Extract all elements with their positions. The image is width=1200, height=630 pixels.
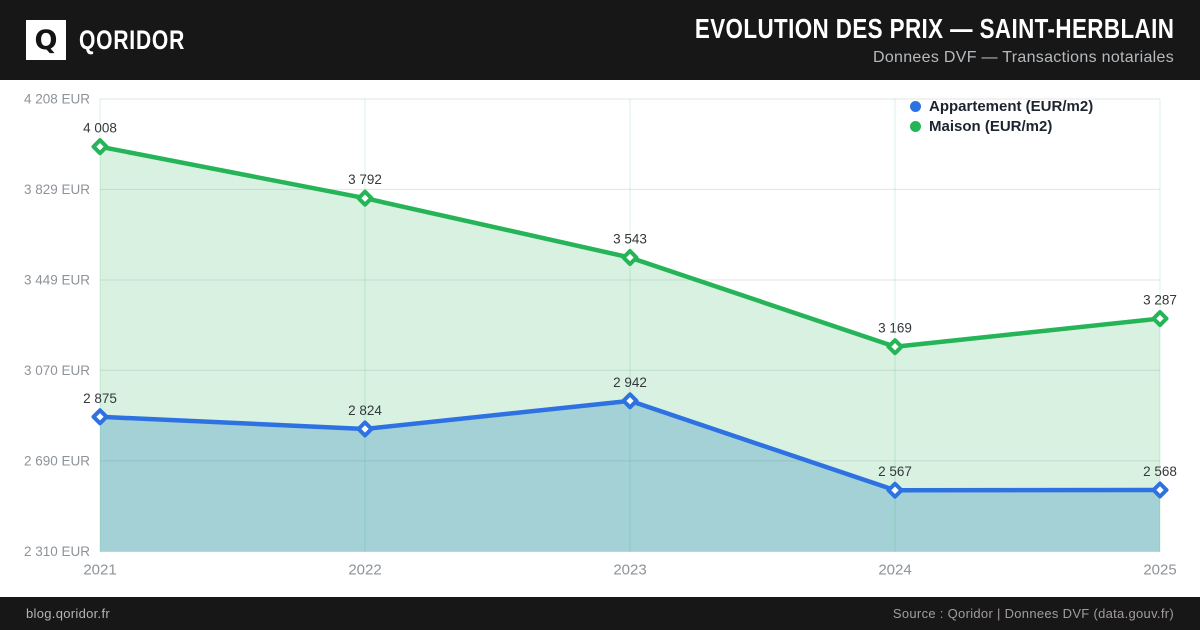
svg-text:2 568: 2 568 xyxy=(1143,464,1177,479)
legend-label-maison: Maison (EUR/m2) xyxy=(929,118,1053,135)
brand-block: Q QORIDOR xyxy=(26,20,215,60)
svg-text:3 070 EUR: 3 070 EUR xyxy=(24,363,90,378)
brand-name: QORIDOR xyxy=(79,24,186,55)
svg-text:2021: 2021 xyxy=(83,562,116,579)
svg-text:2 310 EUR: 2 310 EUR xyxy=(24,544,90,559)
legend-label-appartement: Appartement (EUR/m2) xyxy=(929,98,1094,115)
legend-item-maison: Maison (EUR/m2) xyxy=(910,118,1093,135)
footer-source-credit: Source : Qoridor | Donnees DVF (data.gou… xyxy=(892,606,1174,621)
appartement-series-dot-icon xyxy=(910,101,921,112)
svg-text:3 169: 3 169 xyxy=(878,321,912,336)
svg-text:4 008: 4 008 xyxy=(83,121,117,136)
footer-site-url: blog.qoridor.fr xyxy=(26,606,110,621)
svg-text:2 690 EUR: 2 690 EUR xyxy=(24,453,90,468)
svg-text:2 824: 2 824 xyxy=(348,403,382,418)
svg-text:2023: 2023 xyxy=(613,562,646,579)
legend-item-appartement: Appartement (EUR/m2) xyxy=(910,98,1093,115)
svg-text:3 829 EUR: 3 829 EUR xyxy=(24,182,90,197)
svg-text:3 449 EUR: 3 449 EUR xyxy=(24,272,90,287)
svg-text:2024: 2024 xyxy=(878,562,911,579)
price-evolution-line-chart: 4 208 EUR 3 829 EUR 3 449 EUR 3 070 EUR 2 69… xyxy=(24,92,1177,579)
maison-series-dot-icon xyxy=(910,121,921,132)
page-title: EVOLUTION DES PRIX — SAINT-HERBLAIN xyxy=(694,13,1174,44)
chart-area: 4 208 EUR 3 829 EUR 3 449 EUR 3 070 EUR 2 69… xyxy=(0,80,1200,597)
svg-text:3 287: 3 287 xyxy=(1143,293,1177,308)
svg-text:2025: 2025 xyxy=(1143,562,1176,579)
page-subtitle: Donnees DVF — Transactions notariales xyxy=(872,49,1174,66)
svg-text:2 875: 2 875 xyxy=(83,391,117,406)
footer-bar: blog.qoridor.fr Source : Qoridor | Donne… xyxy=(0,597,1200,630)
svg-text:4 208 EUR: 4 208 EUR xyxy=(24,92,90,107)
svg-text:3 792: 3 792 xyxy=(348,172,382,187)
svg-text:2022: 2022 xyxy=(348,562,381,579)
qoridor-logo-icon: Q xyxy=(26,20,66,60)
svg-text:2 567: 2 567 xyxy=(878,464,912,479)
svg-text:3 543: 3 543 xyxy=(613,232,647,247)
header-bar: Q QORIDOR EVOLUTION DES PRIX — SAINT-HER… xyxy=(0,0,1200,80)
title-block: EVOLUTION DES PRIX — SAINT-HERBLAIN Donn… xyxy=(575,13,1174,67)
chart-legend: Appartement (EUR/m2) Maison (EUR/m2) xyxy=(910,98,1093,135)
svg-text:2 942: 2 942 xyxy=(613,375,647,390)
